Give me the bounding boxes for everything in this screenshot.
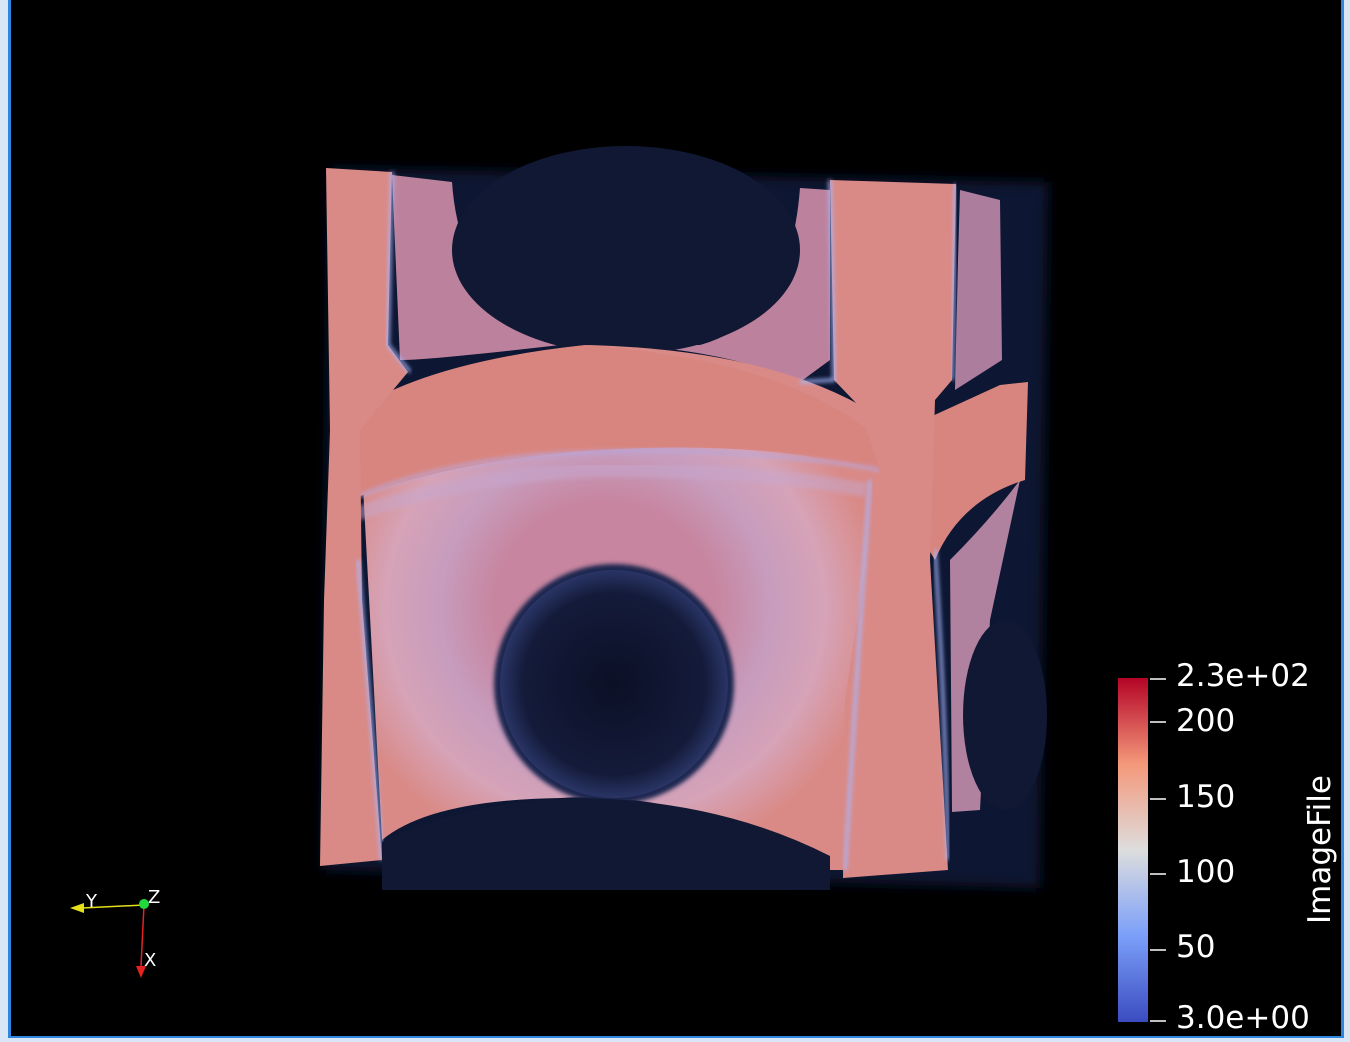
- scalar-bar-label-100: 100: [1176, 854, 1236, 890]
- y-axis-arrow-icon: [70, 903, 84, 913]
- x-axis-arrow-icon: [136, 966, 146, 978]
- z-axis-dot-icon: [139, 899, 149, 909]
- x-axis-label: X: [144, 950, 156, 971]
- scalar-bar-label-150: 150: [1176, 779, 1236, 815]
- scalar-bar-label-200: 200: [1176, 703, 1236, 739]
- scalar-bar-gradient: [1118, 678, 1148, 1022]
- lower-hole: [382, 564, 830, 890]
- scalar-bar: [1118, 678, 1166, 1022]
- scalar-bar-label-50: 50: [1176, 929, 1216, 965]
- orientation-axes: Y Z X: [70, 887, 160, 978]
- scalar-bar-title: ImageFile: [1302, 775, 1338, 924]
- scalar-bar-ticks: [1150, 678, 1166, 1022]
- right-pillar: [799, 179, 1047, 878]
- scalar-bar-label-max: 2.3e+02: [1176, 658, 1310, 694]
- upper-arch: [392, 146, 1002, 390]
- left-pillar: [320, 168, 412, 866]
- y-axis-label: Y: [85, 891, 98, 912]
- scalar-bar-label-min: 3.0e+00: [1176, 1000, 1310, 1036]
- z-axis-label: Z: [148, 887, 160, 908]
